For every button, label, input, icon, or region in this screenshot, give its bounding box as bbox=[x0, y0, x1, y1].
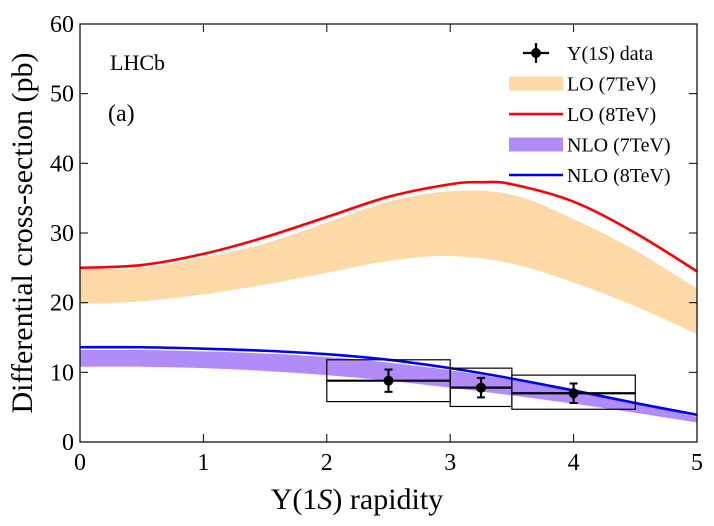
y-tick-label: 20 bbox=[50, 291, 74, 317]
panel-label: (a) bbox=[108, 101, 135, 127]
x-tick-label: 3 bbox=[444, 450, 456, 476]
band-lo-7tev bbox=[80, 190, 697, 335]
x-axis-label-tail: ) rapidity bbox=[332, 483, 443, 516]
legend-entry-5: NLO (8TeV) bbox=[509, 165, 671, 187]
data-marker bbox=[568, 388, 579, 399]
data-marker bbox=[476, 382, 487, 393]
legend-label: Υ(1S) data bbox=[567, 43, 653, 65]
x-tick-label: 0 bbox=[74, 450, 86, 476]
data-marker bbox=[383, 375, 394, 386]
legend-entry-2: LO (7TeV) bbox=[509, 74, 656, 96]
legend-marker bbox=[531, 48, 541, 58]
line-lo-8tev bbox=[79, 180, 698, 273]
y-tick-label: 60 bbox=[50, 12, 74, 38]
x-axis-label-s: S bbox=[317, 483, 332, 516]
experiment-label: LHCb bbox=[110, 50, 165, 75]
band-nlo-7tev bbox=[80, 349, 697, 423]
y-axis-label: Differential cross-section (pb) bbox=[6, 53, 39, 414]
y-tick-label: 0 bbox=[62, 430, 74, 456]
x-tick-label: 5 bbox=[691, 450, 703, 476]
data-point-3 bbox=[511, 374, 636, 410]
legend-band-swatch bbox=[509, 76, 563, 91]
x-tick-label: 4 bbox=[568, 450, 580, 476]
legend-label: NLO (8TeV) bbox=[567, 165, 671, 187]
y-tick-label: 30 bbox=[50, 221, 74, 247]
x-axis-label: Υ(1S) rapidity bbox=[271, 483, 443, 516]
x-tick-label: 1 bbox=[197, 450, 209, 476]
y-tick-label: 50 bbox=[50, 82, 74, 108]
x-tick-label: 2 bbox=[321, 450, 333, 476]
bands-layer bbox=[80, 190, 697, 423]
data-points-layer bbox=[326, 359, 636, 410]
legend-label: LO (8TeV) bbox=[567, 104, 656, 126]
legend-entry-1: Υ(1S) data bbox=[523, 43, 653, 65]
legend-band-swatch bbox=[509, 137, 563, 152]
legend-entry-4: NLO (7TeV) bbox=[509, 135, 671, 157]
y-tick-label: 10 bbox=[50, 360, 74, 386]
legend: Υ(1S) data LO (7TeV) LO (8TeV) NLO (7TeV) NL… bbox=[509, 43, 671, 187]
legend-label: NLO (7TeV) bbox=[567, 135, 671, 157]
x-axis-label-upsilon: Υ(1 bbox=[271, 483, 318, 516]
y-tick-label: 40 bbox=[50, 151, 74, 177]
legend-entry-3: LO (8TeV) bbox=[509, 104, 656, 126]
legend-label: LO (7TeV) bbox=[567, 74, 656, 96]
